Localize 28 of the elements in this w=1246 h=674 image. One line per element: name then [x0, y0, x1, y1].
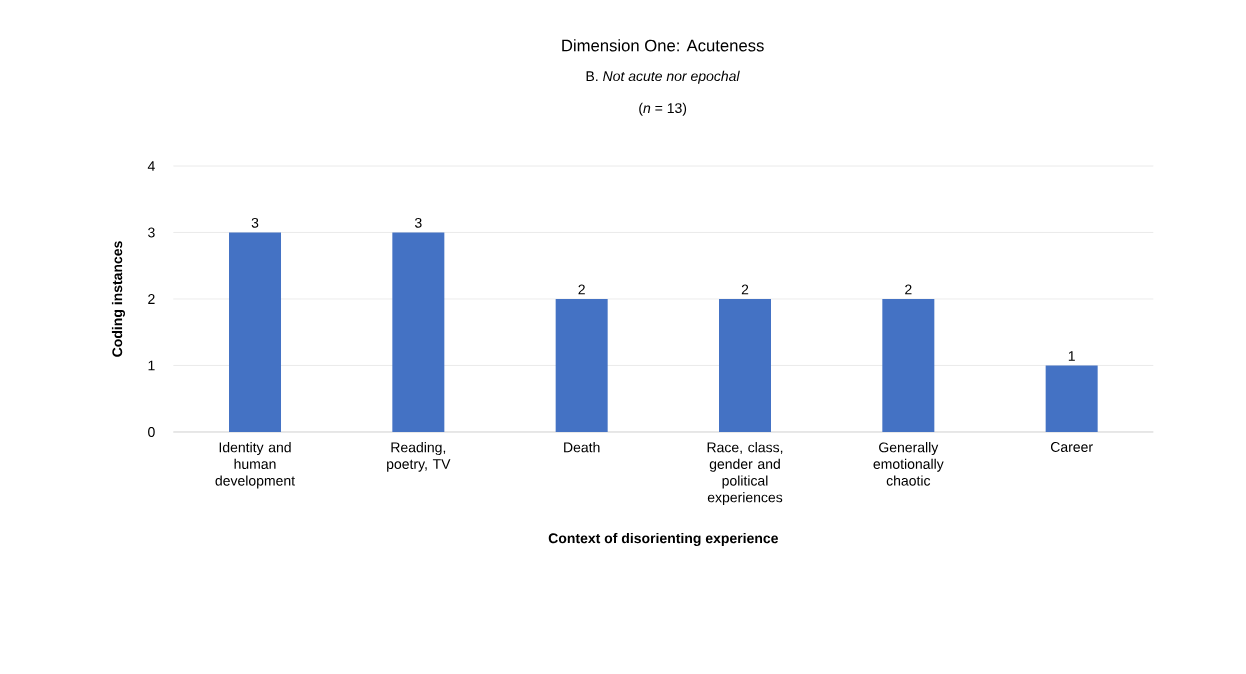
data-label: 2 [905, 284, 912, 295]
x-tick-label: Career [1050, 442, 1093, 452]
data-label: 1 [1068, 351, 1075, 361]
x-tick-label: Reading, poetry, TV [387, 442, 451, 472]
y-tick-label: 4 [147, 161, 155, 171]
y-axis-title: Coding instances [111, 241, 126, 357]
bar [719, 299, 771, 432]
data-label: 3 [251, 217, 259, 228]
data-label: 2 [741, 284, 749, 295]
y-tick-label: 2 [148, 294, 155, 304]
y-tick-label: 1 [148, 360, 155, 371]
y-tick-label: 3 [148, 227, 155, 238]
data-label: 3 [414, 217, 422, 228]
x-axis-title: Context of disorienting experience [548, 532, 778, 547]
x-tick-label: Generally emotionally chaotic [873, 442, 944, 486]
bar [882, 299, 935, 432]
text: (n = 13) [639, 102, 687, 116]
x-tick-label: Identity and human development [215, 442, 295, 489]
x-tick-label: Death [564, 442, 600, 453]
bar [555, 299, 608, 432]
data-label: 2 [578, 284, 585, 295]
bar [392, 232, 445, 432]
x-tick-label: Race, class, gender and political experiences [707, 442, 783, 506]
y-tick-label: 0 [148, 427, 155, 437]
bar [229, 232, 282, 432]
bar [1045, 365, 1098, 432]
chart-subtitle: B. Not acute nor epochal [586, 70, 740, 84]
chart-title: Dimension One: Acuteness [562, 39, 764, 52]
